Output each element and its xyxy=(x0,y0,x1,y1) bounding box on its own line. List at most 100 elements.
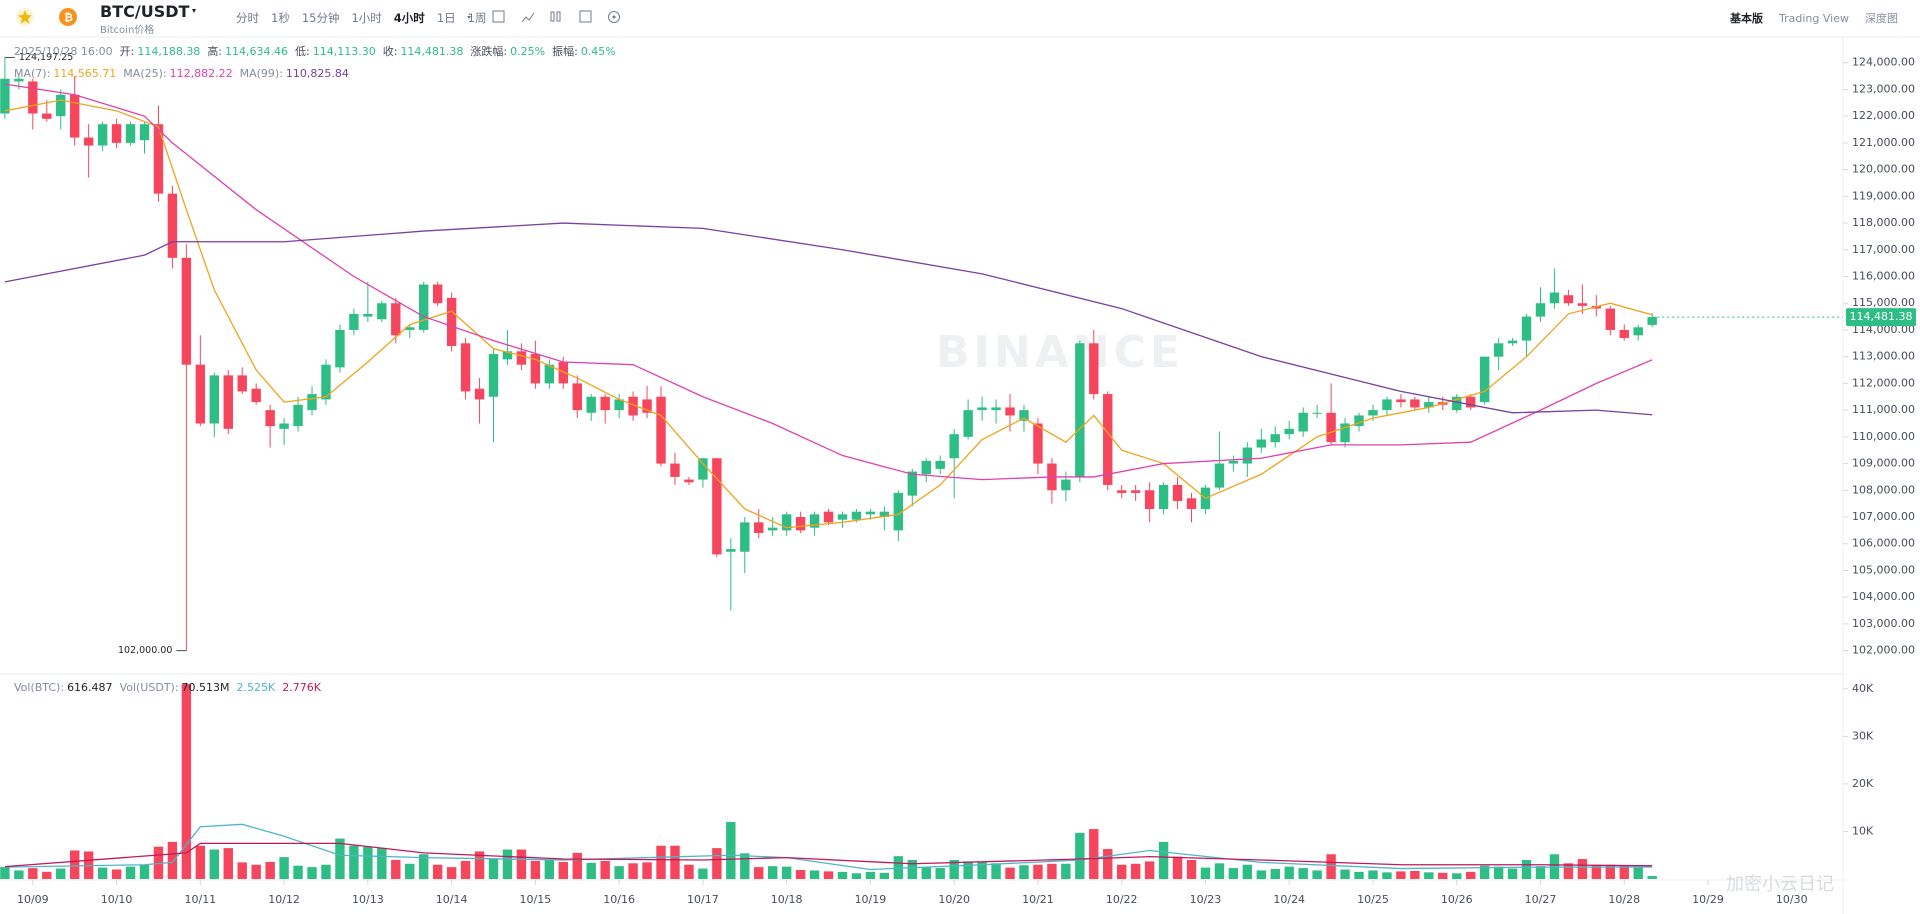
volume-bar xyxy=(1605,864,1615,879)
volume-bar xyxy=(614,866,624,879)
volume-bar xyxy=(1354,871,1364,879)
volume-bar xyxy=(1619,865,1629,879)
volume-bar xyxy=(293,865,303,879)
candle-body xyxy=(42,113,52,119)
candle-body xyxy=(1214,463,1225,488)
interval-button[interactable]: 4小时 xyxy=(393,11,425,25)
view-button[interactable]: 深度图 xyxy=(1865,12,1898,25)
vol-legend: Vol(BTC): 616.487 Vol(USDT): 70.513M 2.525K 2… xyxy=(14,681,321,694)
candle-body xyxy=(879,511,890,518)
y-tick-label: 103,000.00 xyxy=(1852,617,1915,630)
interval-button[interactable]: 1秒 xyxy=(271,11,290,25)
view-switch: 基本版 Trading View 深度图 xyxy=(1730,10,1898,26)
volume-bar xyxy=(1089,829,1099,879)
volume-bar xyxy=(42,871,52,879)
y-tick-label: 122,000.00 xyxy=(1852,109,1915,122)
candle-body xyxy=(1466,396,1476,408)
volume-bar xyxy=(56,868,66,879)
volume-bar xyxy=(1591,864,1602,879)
candle-body xyxy=(335,329,345,368)
candle-body xyxy=(405,327,415,330)
tool-icon[interactable] xyxy=(550,11,555,22)
volume-bar xyxy=(1479,865,1490,879)
ma-line xyxy=(4,99,1653,529)
volume-bar xyxy=(1214,863,1225,879)
tool-icon[interactable] xyxy=(579,10,592,23)
volume-bar xyxy=(781,866,792,879)
info-value: 114,481.38 xyxy=(400,44,464,58)
volume-bar xyxy=(1424,872,1434,879)
candle-body xyxy=(656,396,666,464)
candle-body xyxy=(209,375,219,424)
candle-body xyxy=(1424,402,1434,408)
candle-body xyxy=(1172,484,1183,501)
volume-bar xyxy=(991,863,1001,879)
info-value: 0.45% xyxy=(580,44,616,58)
view-button[interactable]: 基本版 xyxy=(1730,12,1764,25)
candle-body xyxy=(307,394,317,411)
volume-bar xyxy=(153,846,164,879)
candle-body xyxy=(1493,343,1504,357)
y-tick-label: 102,000.00 xyxy=(1852,644,1915,657)
interval-button[interactable]: 1日 xyxy=(436,11,456,25)
candle-body xyxy=(907,471,917,496)
volume-bar xyxy=(1535,866,1546,879)
volume-bar xyxy=(544,859,555,879)
interval-button[interactable]: 1小时 xyxy=(351,11,382,25)
info-value: 0.25% xyxy=(510,44,546,58)
interval-button[interactable]: 1周 xyxy=(467,11,487,25)
tool-icon[interactable] xyxy=(612,15,616,19)
volume-bar xyxy=(893,856,904,879)
ohlc-info: 2025/10/28 16:00 开: 114,188.38 高: 114,634.46… xyxy=(14,43,616,59)
volume-bar xyxy=(656,845,666,879)
volume-bar xyxy=(28,868,38,879)
candle-body xyxy=(670,463,680,477)
y-tick-label: 108,000.00 xyxy=(1852,483,1915,496)
x-tick-label: 10/21 xyxy=(1022,893,1054,906)
vol-value: 616.487 xyxy=(67,681,113,694)
candle-body xyxy=(1535,303,1546,317)
volume-bar xyxy=(1075,832,1085,879)
volume-bar xyxy=(1228,868,1239,879)
candle-body xyxy=(726,549,736,552)
volume-bar xyxy=(363,846,373,879)
volume-bar xyxy=(70,850,80,879)
candle-body xyxy=(1019,410,1029,421)
volume-bar xyxy=(307,867,317,879)
volume-bar xyxy=(1270,869,1280,879)
y-tick-label: 124,000.00 xyxy=(1852,56,1915,69)
tool-icon[interactable] xyxy=(521,12,535,23)
tool-icon[interactable] xyxy=(608,11,620,23)
symbol[interactable]: BTC/USDT xyxy=(100,2,190,21)
volume-bar xyxy=(795,869,806,879)
candle-body xyxy=(1452,396,1462,411)
dropdown-icon[interactable] xyxy=(467,16,471,19)
candle-body xyxy=(991,407,1001,411)
tool-icon[interactable] xyxy=(556,11,561,22)
y-tick-label: 20K xyxy=(1852,777,1874,790)
volume-bar xyxy=(1521,859,1532,879)
interval-button[interactable]: 分时 xyxy=(236,11,259,25)
view-button[interactable]: Trading View xyxy=(1779,11,1849,25)
y-tick-label: 40K xyxy=(1852,682,1874,695)
volume-bar xyxy=(586,862,596,879)
volume-bar xyxy=(97,867,108,879)
y-tick-label: 118,000.00 xyxy=(1852,216,1915,229)
candle-body xyxy=(1354,415,1364,427)
low-label: 102,000.00 xyxy=(118,645,172,656)
volume-bar xyxy=(125,866,136,879)
volume-bar xyxy=(279,857,289,879)
volume-bar xyxy=(1507,868,1518,879)
volume-bar xyxy=(167,841,178,879)
interval-button[interactable]: 15分钟 xyxy=(301,11,340,25)
volume-bar xyxy=(628,863,638,879)
volume-bar xyxy=(1466,871,1476,879)
ma-value: 112,882.22 xyxy=(169,67,233,80)
candle-body xyxy=(628,396,638,416)
volume-bar xyxy=(1633,867,1643,879)
info-label: 低: xyxy=(295,45,310,58)
dropdown-icon[interactable] xyxy=(192,9,196,13)
volume-bar xyxy=(1438,872,1448,879)
tool-icon[interactable] xyxy=(492,10,505,23)
